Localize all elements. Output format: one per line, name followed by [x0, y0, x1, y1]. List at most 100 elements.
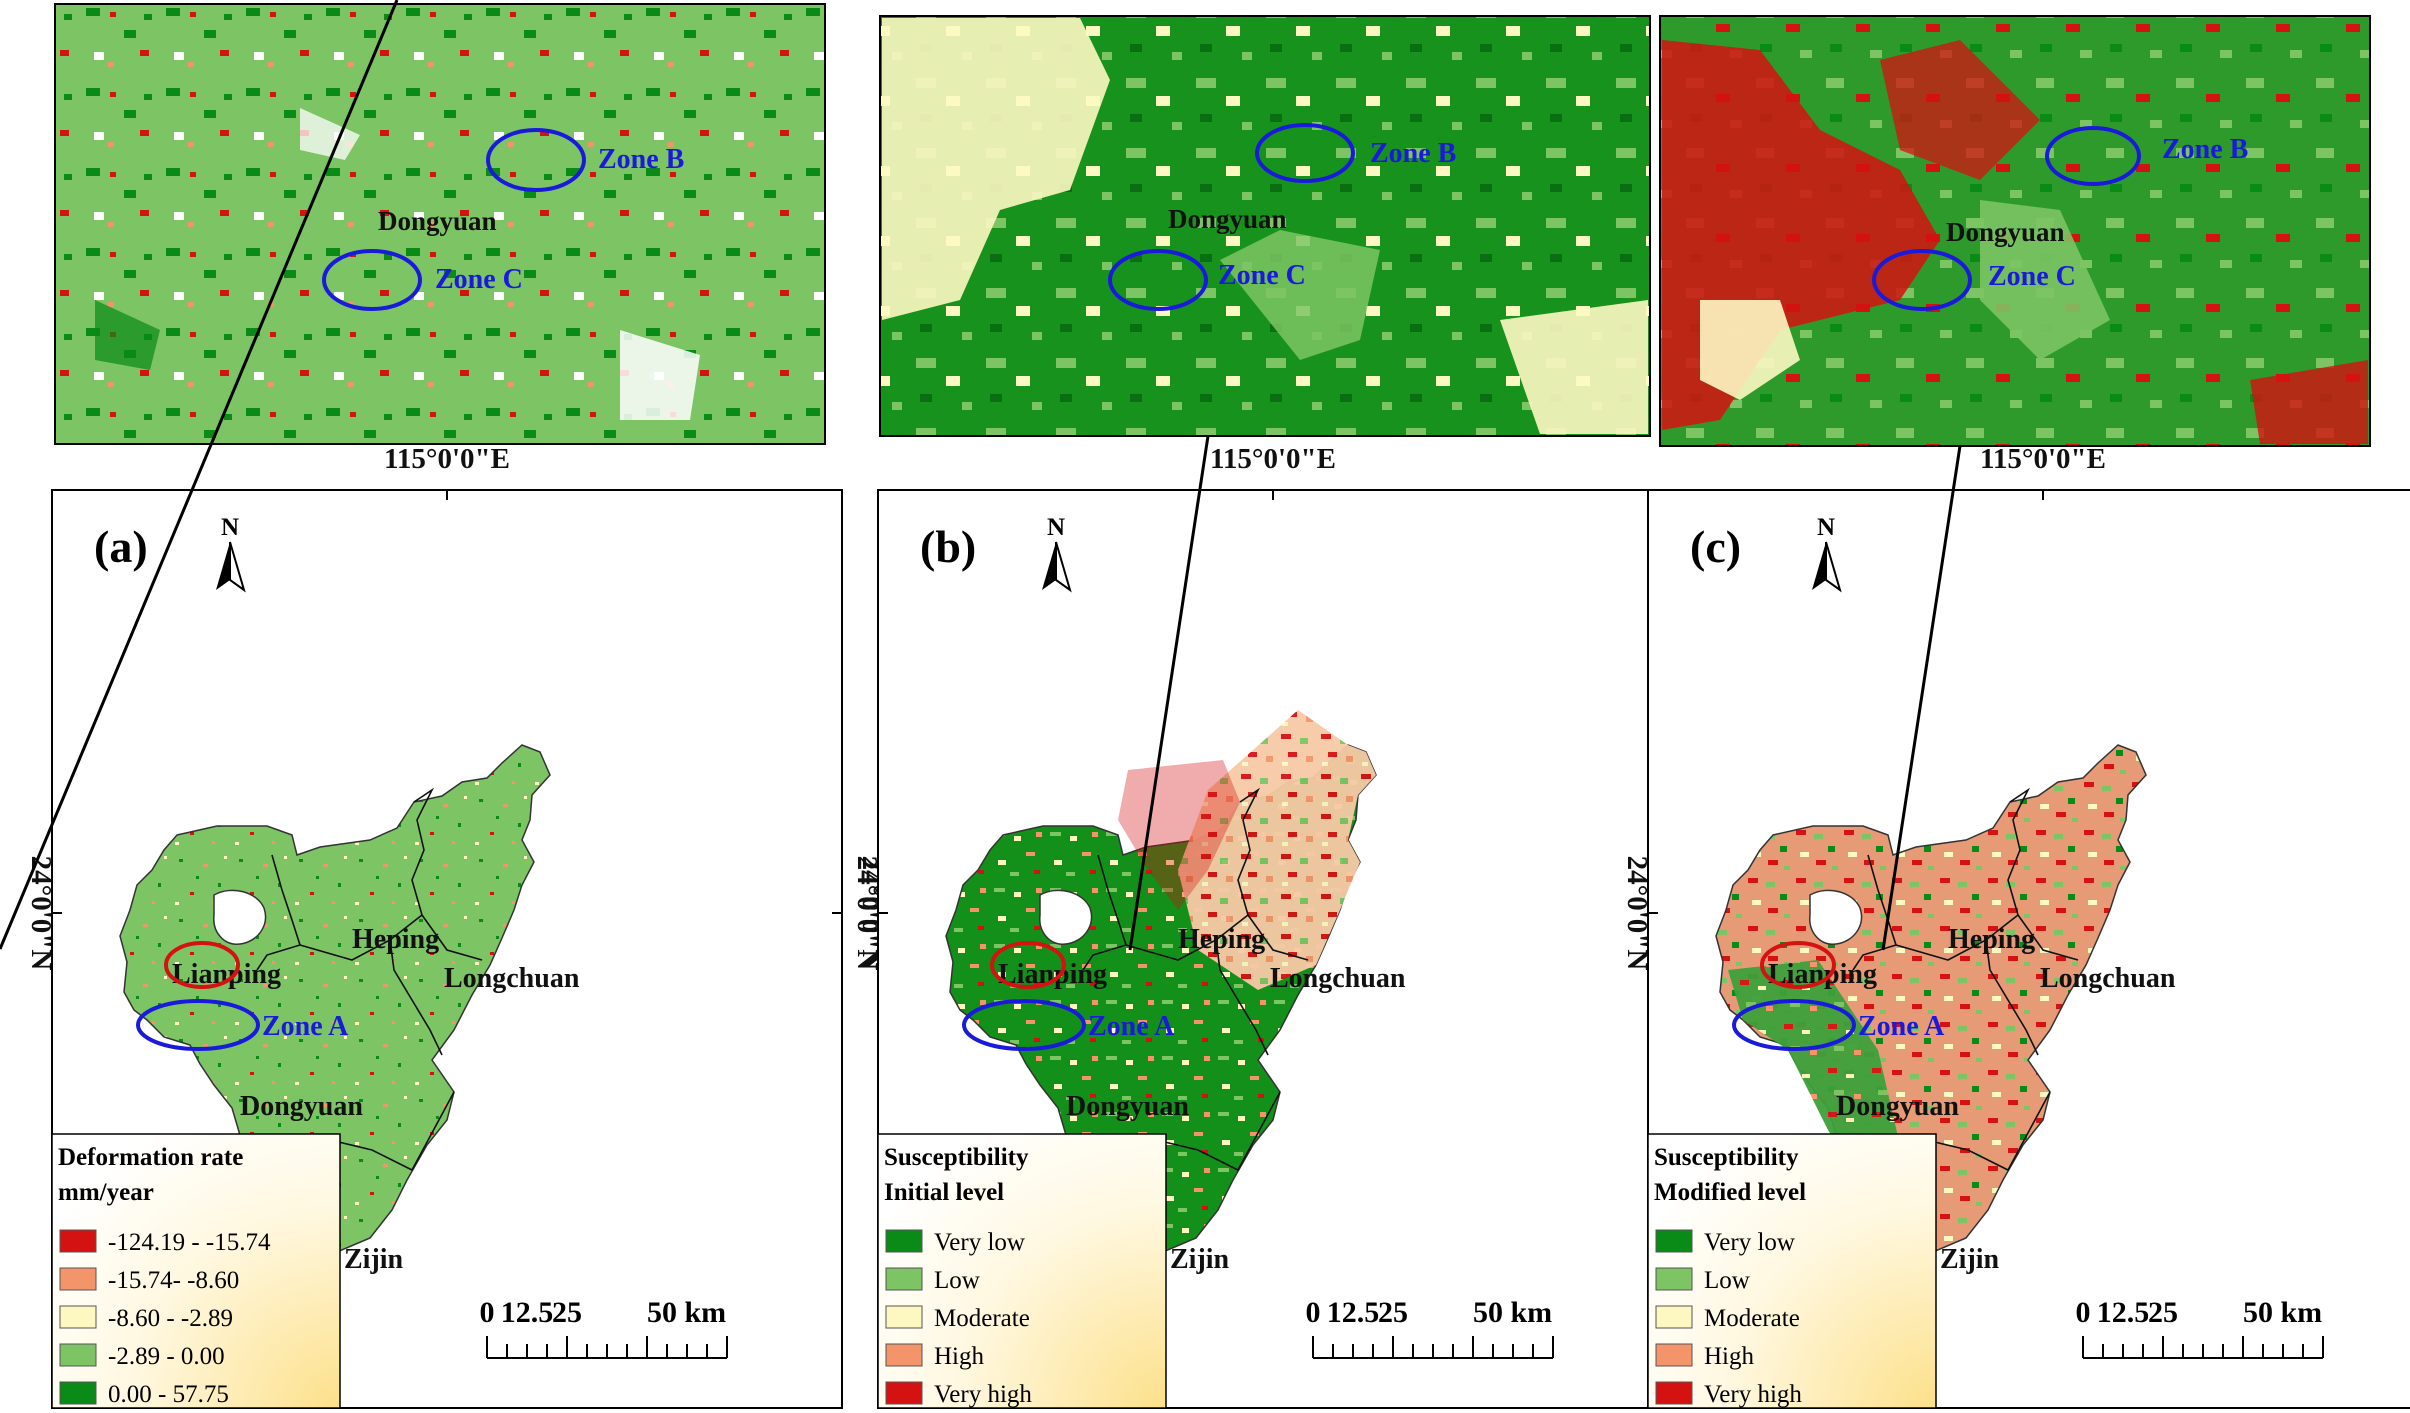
scale-bar-label: 12.5 — [501, 1296, 554, 1329]
north-label: N — [1047, 514, 1065, 541]
zone-b-ellipse — [2045, 126, 2141, 186]
county-label-zijin: Zijin — [1170, 1244, 1230, 1275]
legend-swatch — [885, 1305, 923, 1329]
zone-c-label: Zone C — [435, 264, 523, 295]
legend-item-label: Low — [934, 1267, 980, 1294]
county-label-dongyuan: Dongyuan — [1836, 1091, 1959, 1122]
legend-item-label: -124.19 - -15.74 — [108, 1229, 271, 1256]
scale-bar-label: 25 — [1378, 1296, 1408, 1329]
legend-item-label: -8.60 - -2.89 — [108, 1305, 233, 1332]
legend: Susceptibility Initial level Very low Low Mo… — [877, 1133, 1167, 1409]
inset-b: Dongyuan Zone B Zone C — [879, 15, 1651, 437]
legend-swatch — [1655, 1305, 1693, 1329]
legend-swatch — [1655, 1267, 1693, 1291]
legend-item-label: Moderate — [934, 1305, 1030, 1332]
zone-c-ellipse — [1108, 249, 1208, 311]
legend-swatch — [59, 1381, 97, 1405]
inset-c: Dongyuan Zone B Zone C — [1659, 15, 2371, 447]
zone-b-ellipse — [486, 128, 586, 192]
latitude-label: 24°0'0"N — [851, 856, 883, 971]
zone-a-ellipse — [962, 999, 1086, 1051]
scale-bar: 0 12.525 50 km — [480, 1296, 728, 1359]
zone-b-label: Zone B — [2162, 134, 2248, 165]
zone-c-ellipse — [322, 249, 422, 311]
legend-subtitle: Modified level — [1654, 1179, 1806, 1206]
legend-item-label: Very high — [1704, 1381, 1802, 1408]
zone-b-label: Zone B — [598, 144, 684, 175]
scale-bar-label: 0 — [1306, 1296, 1321, 1329]
zone-c-label: Zone C — [1988, 261, 2076, 292]
legend-swatch — [59, 1305, 97, 1329]
scale-bar: 0 12.525 50 km — [2076, 1296, 2324, 1359]
county-label-dongyuan: Dongyuan — [240, 1091, 363, 1122]
leader-line — [0, 0, 399, 950]
county-label-dongyuan: Dongyuan — [1066, 1091, 1189, 1122]
legend-swatch — [59, 1229, 97, 1253]
north-arrow-icon: N — [1812, 514, 1842, 593]
legend-box — [51, 1133, 341, 1409]
county-label-longchuan: Longchuan — [2040, 963, 2176, 994]
legend-subtitle: Initial level — [884, 1179, 1004, 1206]
legend-swatch — [1655, 1343, 1693, 1367]
legend-item-label: High — [1704, 1343, 1755, 1370]
legend-item-label: Very low — [934, 1229, 1025, 1256]
county-label-longchuan: Longchuan — [444, 963, 580, 994]
zone-a-label: Zone A — [1858, 1011, 1945, 1042]
legend-swatch — [1655, 1381, 1693, 1405]
study-area-ellipse — [1760, 941, 1836, 989]
study-area-ellipse — [990, 941, 1066, 989]
longitude-label: 115°0'0"E — [1210, 443, 1336, 475]
zone-a-ellipse — [136, 999, 260, 1051]
latitude-label: 24°0'0"N — [1621, 856, 1653, 971]
legend-swatch — [885, 1229, 923, 1253]
zone-a-ellipse — [1732, 999, 1856, 1051]
legend-swatch — [885, 1267, 923, 1291]
legend-title: Deformation rate — [58, 1144, 243, 1171]
legend-item-label: Moderate — [1704, 1305, 1800, 1332]
legend-swatch — [885, 1343, 923, 1367]
scale-bar: 0 12.525 50 km — [1306, 1296, 1554, 1359]
longitude-label: 115°0'0"E — [1980, 443, 2106, 475]
scale-bar-label: 25 — [2148, 1296, 2178, 1329]
inset-town-label: Dongyuan — [1946, 217, 2065, 247]
legend-swatch — [59, 1343, 97, 1367]
scale-bar-label: 12.5 — [2097, 1296, 2150, 1329]
leader-line — [1881, 445, 1962, 951]
region-map — [945, 710, 1377, 1256]
legend-item-label: Very low — [1704, 1229, 1795, 1256]
inset-town-label: Dongyuan — [378, 206, 497, 236]
legend-item-label: High — [934, 1343, 985, 1370]
panel-b: 115°0'0"E24°0'0"N24°0'0"NHepingLianpingL… — [851, 443, 1714, 1409]
county-label-longchuan: Longchuan — [1270, 963, 1406, 994]
north-label: N — [221, 514, 239, 541]
county-label-heping: Heping — [1948, 924, 2035, 955]
panel-label: (a) — [94, 521, 148, 572]
scale-bar-label: 50 km — [1473, 1296, 1552, 1329]
zone-a-label: Zone A — [1088, 1011, 1175, 1042]
north-label: N — [1817, 514, 1835, 541]
zone-b-label: Zone B — [1370, 138, 1456, 169]
north-arrow-icon: N — [1042, 514, 1072, 593]
scale-bar-label: 25 — [552, 1296, 582, 1329]
zone-c-label: Zone C — [1218, 260, 1306, 291]
study-area-ellipse — [164, 941, 240, 989]
zone-c-ellipse — [1872, 249, 1972, 311]
legend-swatch — [1655, 1229, 1693, 1253]
county-label-heping: Heping — [352, 924, 439, 955]
legend-box — [1647, 1133, 1937, 1409]
legend-item-label: -2.89 - 0.00 — [108, 1343, 225, 1370]
legend-item-label: Low — [1704, 1267, 1750, 1294]
inset-a: Dongyuan Zone B Zone C — [54, 3, 826, 445]
scale-bar-label: 12.5 — [1327, 1296, 1380, 1329]
legend: Deformation rate mm/year -124.19 - -15.74 -… — [51, 1133, 341, 1409]
legend-swatch — [59, 1267, 97, 1291]
zone-b-ellipse — [1255, 123, 1355, 183]
county-label-zijin: Zijin — [1940, 1244, 2000, 1275]
legend-item-label: 0.00 - 57.75 — [108, 1381, 229, 1408]
scale-bar-label: 0 — [480, 1296, 495, 1329]
legend: Susceptibility Modified level Very low Low M… — [1647, 1133, 1937, 1409]
county-boundaries — [1062, 787, 1309, 1172]
panel-c: 115°0'0"E24°0'0"N24°0'0"NHepingLianpingL… — [1621, 443, 2410, 1409]
